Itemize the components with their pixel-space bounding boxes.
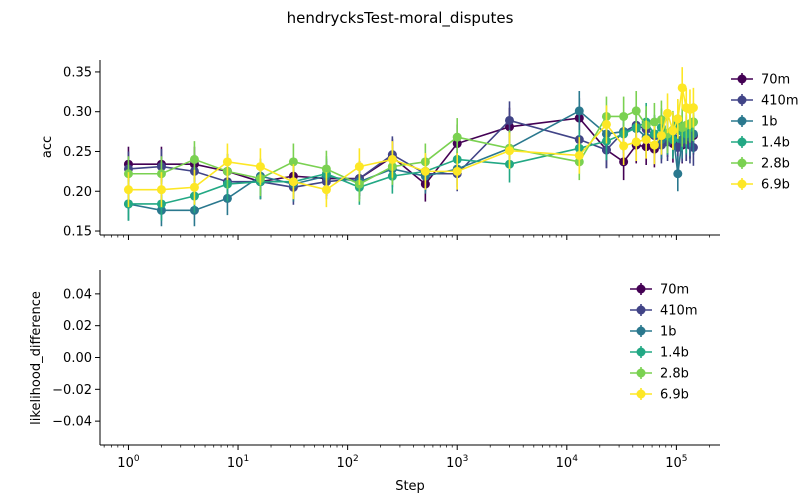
data-point bbox=[156, 185, 166, 195]
data-point bbox=[321, 164, 331, 174]
acc-series bbox=[123, 67, 698, 227]
likelihood-legend-marker bbox=[636, 347, 646, 357]
likelihood-y-tick-label: −0.02 bbox=[52, 383, 92, 398]
likelihood-y-tick-label: 0.02 bbox=[63, 319, 92, 334]
data-point bbox=[354, 162, 364, 172]
likelihood-legend-label: 1b bbox=[660, 325, 677, 340]
data-point bbox=[452, 132, 462, 142]
data-point bbox=[631, 137, 641, 147]
likelihood-x-tick-label: 105 bbox=[665, 454, 687, 471]
series-2.8b bbox=[123, 91, 698, 202]
x-axis-label: Step bbox=[395, 479, 425, 494]
data-point bbox=[505, 115, 515, 125]
data-point bbox=[574, 106, 584, 116]
data-point bbox=[288, 177, 298, 187]
acc-x-ticks bbox=[103, 235, 710, 240]
acc-legend-label: 2.8b bbox=[761, 157, 790, 172]
data-point bbox=[601, 119, 611, 129]
acc-panel: 0.15 0.20 0.25 0.30 0.35 acc 70m 410m 1b 1.4b 2.… bbox=[40, 60, 798, 240]
likelihood-y-tick-label: 0.00 bbox=[63, 351, 92, 366]
series-1.4b bbox=[123, 102, 698, 221]
acc-legend-marker bbox=[737, 179, 747, 189]
acc-legend-label: 410m bbox=[761, 94, 798, 109]
likelihood-legend: 70m 410m 1b 1.4b 2.8b 6.9b bbox=[630, 283, 697, 403]
data-point bbox=[631, 106, 641, 116]
data-point bbox=[656, 131, 666, 141]
likelihood-y-tick-label: −0.04 bbox=[52, 415, 92, 430]
acc-legend-marker bbox=[737, 74, 747, 84]
series-line bbox=[128, 109, 694, 212]
acc-y-tick-label: 0.35 bbox=[63, 65, 92, 80]
likelihood-legend-label: 1.4b bbox=[660, 346, 689, 361]
likelihood-x-tick-label: 100 bbox=[117, 454, 140, 471]
data-point bbox=[505, 146, 515, 156]
likelihood-legend-marker bbox=[636, 284, 646, 294]
acc-y-tick-label: 0.15 bbox=[63, 225, 92, 240]
likelihood-legend-label: 6.9b bbox=[660, 388, 689, 403]
acc-y-tick-label: 0.25 bbox=[63, 145, 92, 160]
likelihood-legend-marker bbox=[636, 326, 646, 336]
acc-legend-label: 1.4b bbox=[761, 136, 790, 151]
series-6.9b bbox=[123, 67, 698, 208]
data-point bbox=[619, 141, 629, 151]
chart-title: hendrycksTest-moral_disputes bbox=[287, 9, 514, 28]
acc-legend-label: 1b bbox=[761, 115, 778, 130]
acc-legend-label: 70m bbox=[761, 73, 790, 88]
series-70m bbox=[123, 98, 698, 202]
acc-legend-marker bbox=[737, 95, 747, 105]
series-1b bbox=[123, 91, 698, 227]
data-point bbox=[641, 135, 651, 145]
data-point bbox=[321, 185, 331, 195]
data-point bbox=[189, 182, 199, 192]
data-point bbox=[288, 157, 298, 167]
likelihood-legend-label: 70m bbox=[660, 283, 689, 298]
likelihood-legend-marker bbox=[636, 389, 646, 399]
data-point bbox=[668, 126, 678, 136]
acc-legend-marker bbox=[737, 116, 747, 126]
likelihood-difference-panel: 0.040.020.00−0.02−0.04 100 101 102 103 104 10… bbox=[29, 270, 720, 494]
data-point bbox=[688, 103, 698, 113]
likelihood-x-tick-label: 104 bbox=[556, 454, 579, 471]
likelihood-legend-marker bbox=[636, 368, 646, 378]
data-point bbox=[649, 140, 659, 150]
data-point bbox=[619, 111, 629, 121]
data-point bbox=[673, 114, 683, 124]
likelihood-y-tick-label: 0.04 bbox=[63, 287, 92, 302]
likelihood-legend-marker bbox=[636, 305, 646, 315]
likelihood-legend-label: 2.8b bbox=[660, 367, 689, 382]
data-point bbox=[123, 185, 133, 195]
likelihood-x-tick-label: 102 bbox=[336, 454, 358, 471]
likelihood-y-axis-label: likelihood_difference bbox=[29, 291, 44, 425]
data-point bbox=[673, 169, 683, 179]
data-point bbox=[649, 117, 659, 127]
likelihood-x-ticks: 100 101 102 103 104 105 bbox=[103, 445, 710, 471]
acc-y-ticks: 0.15 0.20 0.25 0.30 0.35 bbox=[63, 65, 100, 240]
likelihood-x-tick-label: 101 bbox=[227, 454, 249, 471]
acc-y-tick-label: 0.20 bbox=[63, 185, 92, 200]
acc-y-axis-label: acc bbox=[40, 136, 55, 158]
data-point bbox=[574, 150, 584, 160]
acc-legend-label: 6.9b bbox=[761, 178, 790, 193]
data-point bbox=[189, 154, 199, 164]
likelihood-y-ticks: 0.04 0.02 0.00 −0.02 −0.04 bbox=[52, 287, 100, 430]
data-point bbox=[452, 166, 462, 176]
data-point bbox=[677, 83, 687, 93]
acc-y-tick-label: 0.30 bbox=[63, 105, 92, 120]
likelihood-legend-label: 410m bbox=[660, 304, 697, 319]
data-point bbox=[663, 108, 673, 118]
acc-legend-marker bbox=[737, 158, 747, 168]
acc-legend: 70m 410m 1b 1.4b 2.8b 6.9b bbox=[731, 73, 798, 193]
data-point bbox=[222, 157, 232, 167]
data-point bbox=[387, 154, 397, 164]
likelihood-x-tick-label: 103 bbox=[446, 454, 468, 471]
acc-legend-marker bbox=[737, 137, 747, 147]
data-point bbox=[255, 162, 265, 172]
data-point bbox=[420, 166, 430, 176]
